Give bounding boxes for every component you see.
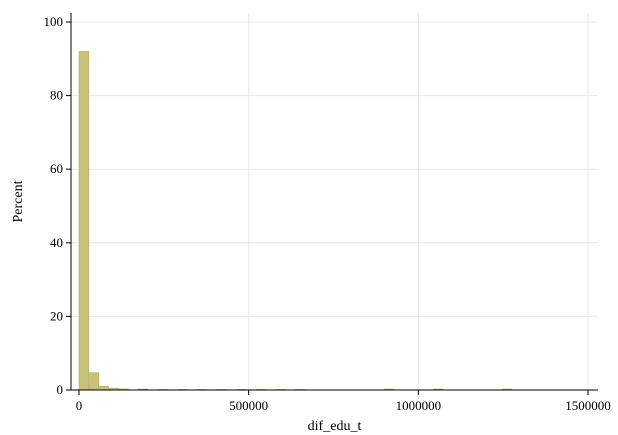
x-tick-label: 0 (76, 398, 83, 413)
x-tick-label: 500000 (229, 398, 268, 413)
histogram-bar (98, 386, 109, 391)
y-tick-label: 0 (57, 382, 64, 397)
x-tick-label: 1000000 (396, 398, 442, 413)
histogram-bar (78, 51, 90, 391)
histogram-bar (88, 372, 99, 391)
x-tick-label: 1500000 (565, 398, 611, 413)
y-tick-label: 40 (50, 235, 63, 250)
axes: 0 20 40 60 80 100 0 500000 1000000 1500000 (44, 13, 611, 413)
x-axis-label: dif_edu_t (308, 419, 362, 434)
histogram-bars (78, 51, 513, 391)
y-tick-label: 20 (50, 308, 63, 323)
grid-lines (71, 13, 598, 390)
y-tick-label: 60 (50, 161, 63, 176)
y-tick-label: 100 (44, 14, 64, 29)
y-axis-label: Percent (11, 180, 26, 222)
y-tick-label: 80 (50, 88, 63, 103)
